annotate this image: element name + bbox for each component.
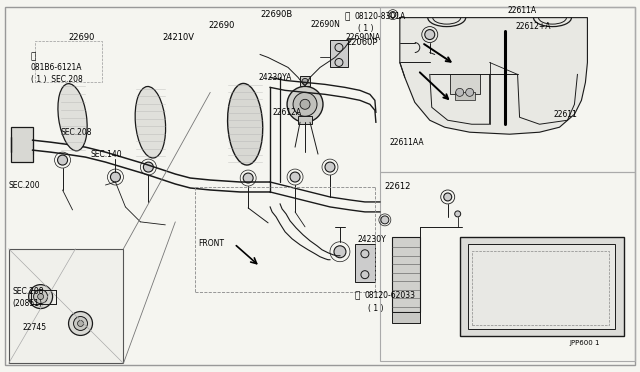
Ellipse shape bbox=[228, 83, 263, 165]
Text: 22690NA: 22690NA bbox=[346, 33, 381, 42]
Text: SEC.200: SEC.200 bbox=[9, 182, 40, 190]
Bar bbox=[450, 74, 479, 94]
Circle shape bbox=[425, 30, 435, 39]
Text: 24210V: 24210V bbox=[163, 33, 195, 42]
Bar bbox=[35, 41, 102, 82]
Bar bbox=[11, 127, 33, 162]
Text: Ⓑ: Ⓑ bbox=[345, 12, 350, 21]
Circle shape bbox=[381, 216, 389, 224]
Circle shape bbox=[38, 294, 44, 299]
Text: ( 1 ): ( 1 ) bbox=[358, 24, 373, 33]
Bar bbox=[355, 244, 375, 282]
Text: JPP600 1: JPP600 1 bbox=[570, 340, 600, 346]
Text: 22690: 22690 bbox=[208, 21, 235, 30]
Text: SEC.208: SEC.208 bbox=[61, 128, 92, 137]
Text: ( 1 )  SEC.208: ( 1 ) SEC.208 bbox=[31, 75, 83, 84]
Bar bbox=[392, 311, 420, 324]
Circle shape bbox=[58, 155, 68, 165]
Bar bbox=[300, 76, 310, 86]
Circle shape bbox=[287, 86, 323, 122]
Circle shape bbox=[290, 172, 300, 182]
Text: SEC.208: SEC.208 bbox=[13, 287, 44, 296]
Circle shape bbox=[302, 78, 308, 84]
Circle shape bbox=[74, 317, 88, 330]
Circle shape bbox=[454, 211, 461, 217]
Bar bbox=[9, 249, 124, 363]
Text: 24230Y: 24230Y bbox=[358, 235, 387, 244]
Text: FRONT: FRONT bbox=[198, 239, 224, 248]
Text: 24230YA: 24230YA bbox=[258, 73, 291, 82]
Ellipse shape bbox=[135, 86, 166, 158]
Text: 22690N: 22690N bbox=[310, 20, 340, 29]
Circle shape bbox=[466, 89, 474, 96]
Circle shape bbox=[243, 173, 253, 183]
Ellipse shape bbox=[58, 84, 87, 151]
Circle shape bbox=[34, 290, 47, 304]
Bar bbox=[380, 172, 636, 361]
Text: 08120-62033: 08120-62033 bbox=[365, 291, 416, 300]
Circle shape bbox=[293, 92, 317, 116]
Bar bbox=[472, 251, 609, 326]
Text: Ⓑ: Ⓑ bbox=[31, 52, 36, 61]
Text: Ⓑ: Ⓑ bbox=[355, 291, 360, 300]
Text: 22611AA: 22611AA bbox=[390, 138, 424, 147]
Circle shape bbox=[325, 162, 335, 172]
Text: 08120-8301A: 08120-8301A bbox=[355, 12, 406, 21]
Circle shape bbox=[111, 172, 120, 182]
Bar bbox=[298, 116, 312, 124]
Text: 22060P: 22060P bbox=[346, 38, 378, 47]
Text: 22690B: 22690B bbox=[260, 10, 292, 19]
Circle shape bbox=[29, 285, 52, 308]
Circle shape bbox=[68, 311, 93, 336]
Bar bbox=[468, 244, 615, 330]
Circle shape bbox=[300, 99, 310, 109]
Circle shape bbox=[456, 89, 464, 96]
Circle shape bbox=[444, 193, 452, 201]
Text: ( 1 ): ( 1 ) bbox=[368, 304, 383, 313]
Text: SEC.140: SEC.140 bbox=[90, 150, 122, 158]
Bar bbox=[454, 92, 475, 100]
Text: 22612+A: 22612+A bbox=[516, 22, 551, 31]
Polygon shape bbox=[400, 17, 588, 134]
Bar bbox=[392, 237, 420, 311]
Bar bbox=[330, 39, 348, 67]
Text: 22745: 22745 bbox=[22, 323, 47, 332]
Bar bbox=[380, 7, 636, 172]
Text: 22612: 22612 bbox=[385, 183, 412, 192]
Text: 22690: 22690 bbox=[68, 33, 95, 42]
Circle shape bbox=[334, 246, 346, 258]
Bar bbox=[460, 237, 625, 336]
Text: 22611: 22611 bbox=[554, 110, 577, 119]
Text: (20851): (20851) bbox=[13, 299, 43, 308]
Circle shape bbox=[143, 162, 154, 172]
Circle shape bbox=[77, 321, 83, 327]
Text: 081B6-6121A: 081B6-6121A bbox=[31, 63, 82, 72]
Text: 22612A: 22612A bbox=[272, 108, 301, 117]
Text: 22611A: 22611A bbox=[508, 6, 537, 15]
